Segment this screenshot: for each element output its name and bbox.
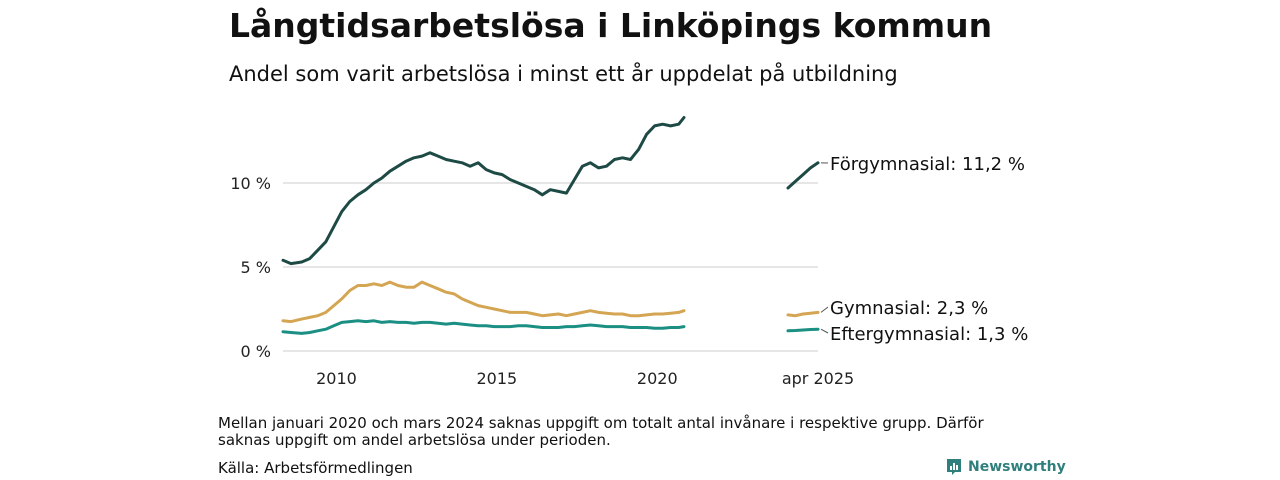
bar-chart-icon [947, 459, 961, 475]
x-tick-label: 2010 [316, 369, 357, 388]
label-leader-gymnasial [820, 306, 829, 313]
x-axis-ticks: 2010 2015 2020 apr 2025 [316, 369, 854, 388]
series-lines [281, 116, 820, 335]
y-tick-label: 10 % [230, 174, 271, 193]
chart-subtitle: Andel som varit arbetslösa i minst ett å… [229, 62, 898, 86]
y-tick-label: 5 % [241, 258, 271, 277]
y-tick-label: 0 % [241, 342, 271, 361]
chart-title: Långtidsarbetslösa i Linköpings kommun [229, 6, 993, 45]
source-note: Källa: Arbetsförmedlingen [218, 459, 413, 477]
x-tick-label: 2020 [637, 369, 678, 388]
brand-name: Newsworthy [968, 459, 1066, 475]
series-line-eftergymnasial-2008-2020 [281, 319, 686, 335]
series-end-labels: Förgymnasial: 11,2 % Gymnasial: 2,3 % Efte… [820, 154, 1028, 345]
series-line-gymnasial-2008-2020 [281, 280, 686, 324]
x-tick-label: 2015 [477, 369, 518, 388]
footnote: Mellan januari 2020 och mars 2024 saknas… [218, 414, 984, 449]
gridlines [283, 182, 818, 352]
x-tick-label: apr 2025 [782, 369, 854, 388]
series-label-gymnasial: Gymnasial: 2,3 % [830, 298, 988, 319]
series-label-eftergymnasial: Eftergymnasial: 1,3 % [830, 324, 1028, 345]
label-leader-eftergymnasial [820, 328, 829, 334]
y-axis-ticks: 0 % 5 % 10 % [230, 174, 271, 361]
series-line-eftergymnasial-2024-2025 [786, 327, 820, 333]
series-line-f-rgymnasial-2024-2025 [786, 161, 820, 190]
series-line-f-rgymnasial-2008-2020 [281, 116, 686, 266]
line-chart: 0 % 5 % 10 % 2010 2015 2020 apr 2025 Förgymna… [230, 116, 1028, 388]
series-line-gymnasial-2024-2025 [786, 310, 820, 318]
newsworthy-logo: Newsworthy [946, 458, 1066, 476]
series-label-f-rgymnasial: Förgymnasial: 11,2 % [830, 154, 1025, 175]
